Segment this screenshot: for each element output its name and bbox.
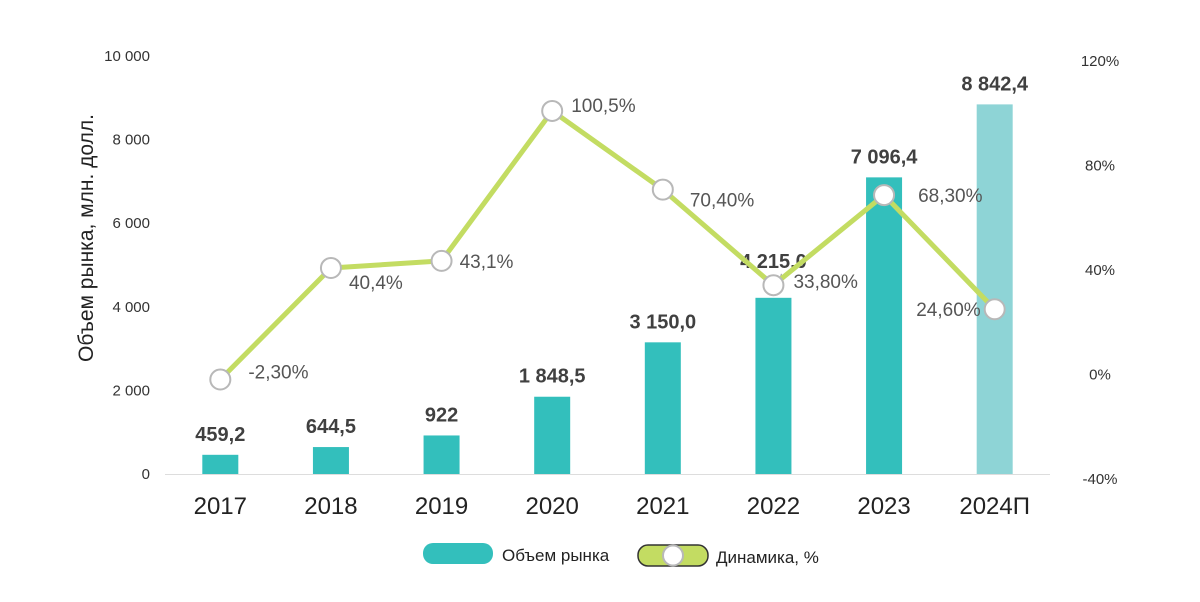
y-tick-label: 6 000 bbox=[112, 215, 150, 232]
y2-tick-label: 0% bbox=[1089, 367, 1111, 384]
line-value-label: 24,60% bbox=[916, 300, 981, 321]
legend: Объем рынка Динамика, % bbox=[423, 543, 819, 567]
line-marker bbox=[651, 178, 674, 201]
bar bbox=[976, 104, 1013, 474]
x-tick-label: 2022 bbox=[747, 493, 800, 520]
bar bbox=[312, 447, 349, 474]
x-tick-label: 2020 bbox=[525, 493, 578, 520]
legend-line-label: Динамика, % bbox=[716, 548, 819, 567]
line-series: -2,30% 40,4% 43,1% 100,5% 70,40% 33,80% 68,30%… bbox=[209, 96, 1006, 391]
line-marker bbox=[541, 99, 564, 122]
y2-tick-label: 120% bbox=[1081, 53, 1119, 70]
x-tick-label: 2021 bbox=[636, 493, 689, 520]
y2-tick-label: -40% bbox=[1082, 471, 1117, 488]
line-value-label: 70,40% bbox=[690, 191, 755, 212]
line-marker bbox=[983, 298, 1006, 321]
y-tick-label: 2 000 bbox=[112, 382, 150, 399]
line-marker bbox=[430, 249, 453, 272]
x-tick-label: 2023 bbox=[857, 493, 910, 520]
legend-bar-swatch bbox=[423, 543, 493, 564]
x-tick-label: 2019 bbox=[415, 493, 468, 520]
y-tick-label: 4 000 bbox=[112, 299, 150, 316]
bar-value-label: 4 215,0 bbox=[740, 251, 807, 273]
bar bbox=[202, 454, 239, 474]
legend-line-marker bbox=[662, 544, 684, 567]
bar bbox=[755, 297, 792, 474]
line-value-label: -2,30% bbox=[248, 363, 308, 384]
y2-tick-label: 80% bbox=[1085, 158, 1115, 175]
bar-value-labels: 459,2 644,5 922 1 848,5 3 150,0 4 215,0 7 096,… bbox=[195, 73, 1029, 445]
bar-series bbox=[202, 104, 1013, 474]
line-value-label: 43,1% bbox=[460, 252, 514, 273]
bar-value-label: 644,5 bbox=[306, 416, 356, 438]
right-axis: -40% 0% 40% 80% 120% bbox=[1081, 53, 1119, 488]
bar-value-label: 922 bbox=[425, 404, 458, 426]
bar-value-label: 3 150,0 bbox=[629, 311, 696, 333]
legend-bar-label: Объем рынка bbox=[502, 546, 610, 565]
line-value-label: 33,80% bbox=[793, 272, 858, 293]
line-marker bbox=[873, 184, 896, 207]
y2-tick-label: 40% bbox=[1085, 262, 1115, 279]
y-tick-label: 10 000 bbox=[104, 48, 150, 65]
bar-value-label: 8 842,4 bbox=[961, 73, 1029, 95]
line-value-label: 68,30% bbox=[918, 186, 983, 207]
x-tick-label: 2024П bbox=[959, 493, 1030, 520]
bar bbox=[534, 396, 571, 474]
line-marker bbox=[762, 274, 785, 297]
bar bbox=[644, 342, 681, 474]
bar-value-label: 1 848,5 bbox=[519, 366, 586, 388]
y-axis-title: Объем рынка, млн. долл. bbox=[75, 114, 98, 362]
line-value-label: 40,4% bbox=[349, 273, 403, 294]
y-tick-label: 8 000 bbox=[112, 132, 150, 149]
x-tick-label: 2018 bbox=[304, 493, 357, 520]
line-marker bbox=[319, 256, 342, 279]
line-path bbox=[217, 108, 998, 383]
bar-value-label: 7 096,4 bbox=[851, 146, 919, 168]
y-tick-label: 0 bbox=[142, 466, 150, 483]
x-axis-labels: 2017 2018 2019 2020 2021 2022 2023 2024П bbox=[194, 493, 1030, 520]
bar bbox=[866, 177, 903, 474]
bar bbox=[423, 435, 460, 474]
line-marker bbox=[209, 368, 232, 391]
left-axis: 0 2 000 4 000 6 000 8 000 10 000 bbox=[104, 48, 150, 483]
x-tick-label: 2017 bbox=[194, 493, 247, 520]
bar-value-label: 459,2 bbox=[195, 424, 245, 446]
line-value-label: 100,5% bbox=[571, 96, 636, 117]
